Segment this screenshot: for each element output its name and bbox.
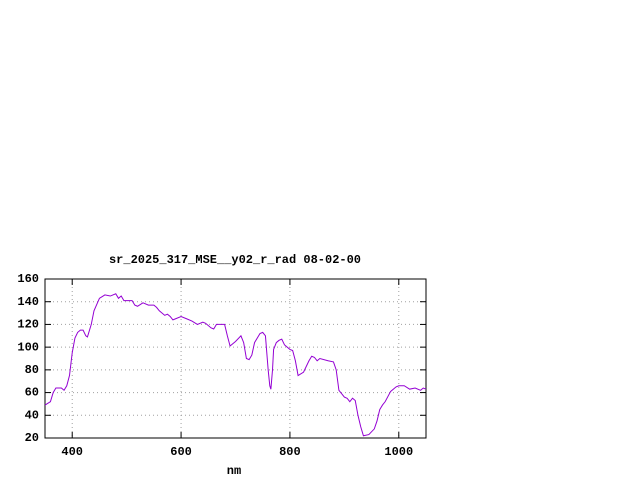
x-tick-label: 800 [279,445,301,459]
y-tick-label: 80 [25,363,39,377]
y-tick-label: 60 [25,386,39,400]
x-axis-label: nm [227,464,241,478]
y-tick-label: 160 [17,272,39,286]
y-tick-label: 40 [25,408,39,422]
y-tick-label: 20 [25,431,39,445]
data-line [44,293,427,437]
y-tick-label: 120 [17,318,39,332]
y-tick-label: 140 [17,295,39,309]
y-tick-label: 100 [17,340,39,354]
chart-title: sr_2025_317_MSE__y02_r_rad 08-02-00 [109,253,361,267]
x-tick-label: 600 [170,445,192,459]
x-tick-label: 1000 [384,445,413,459]
x-tick-label: 400 [61,445,83,459]
plot-frame [44,278,427,439]
